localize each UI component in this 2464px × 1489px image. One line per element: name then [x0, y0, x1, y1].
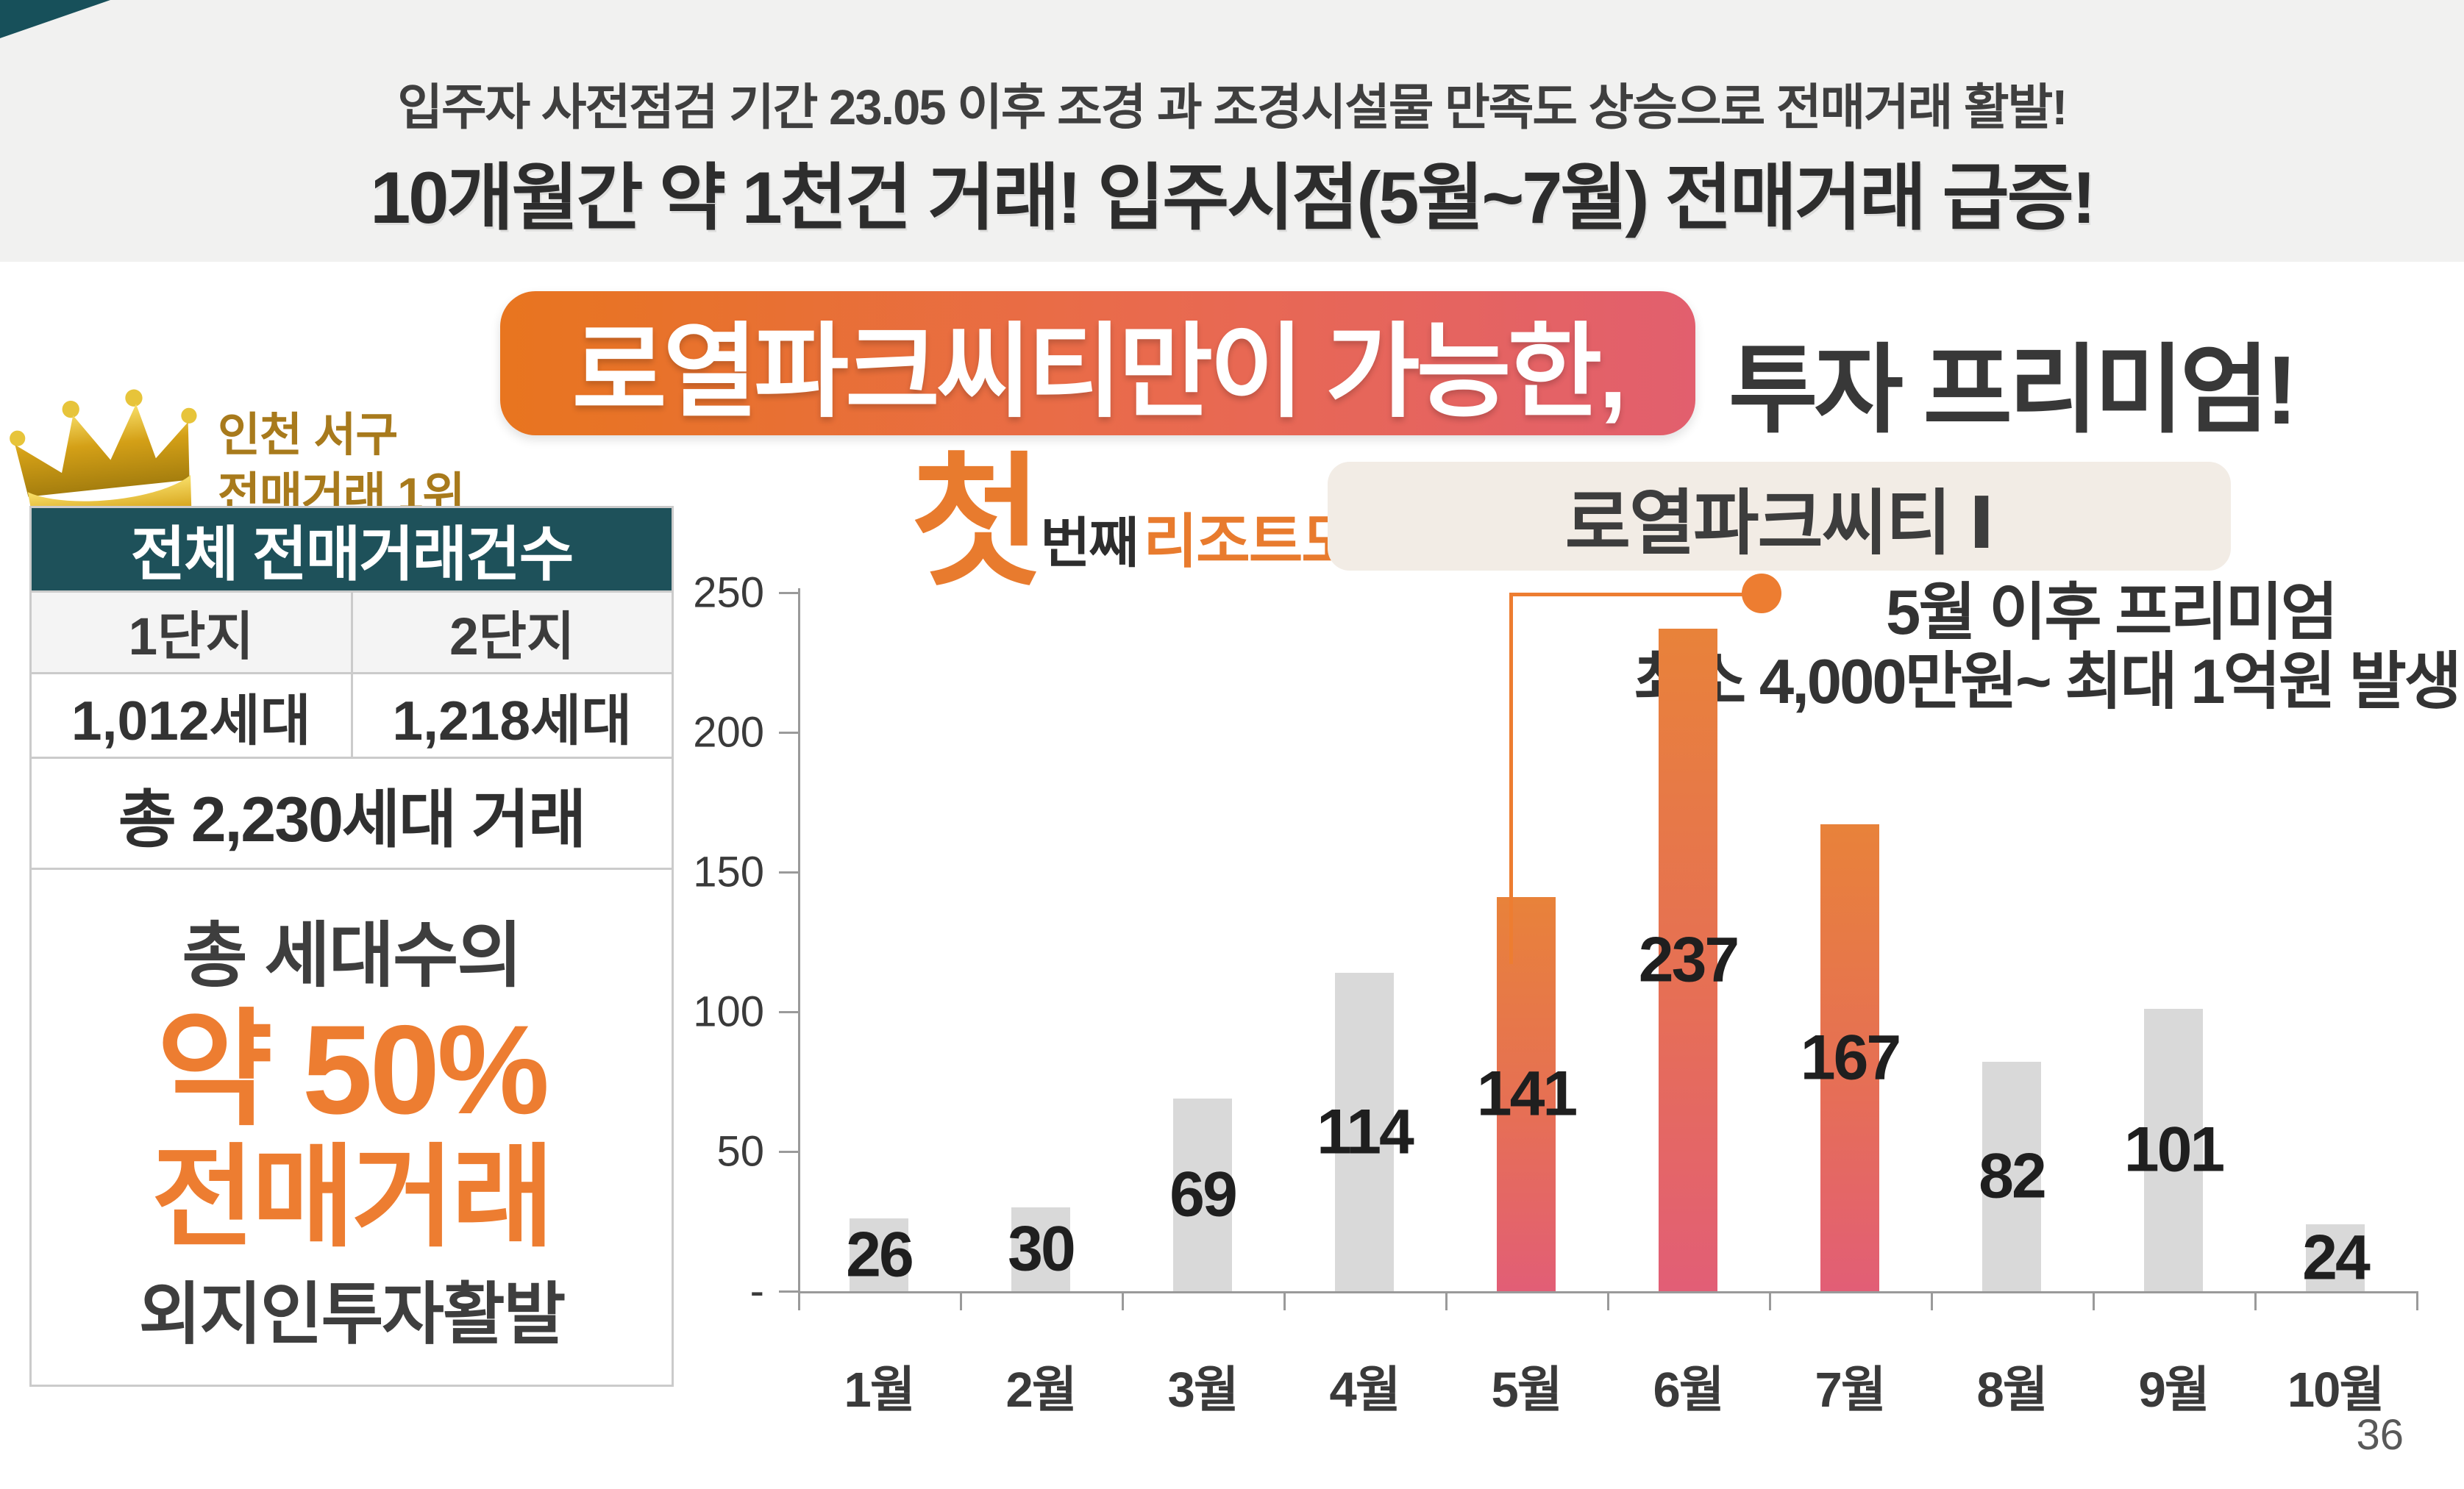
title-suffix-text: 투자 프리미엄! — [1728, 336, 2298, 444]
bar-9월 — [2144, 1009, 2203, 1291]
bar-5월 — [1497, 897, 1556, 1291]
x-axis-tick — [1607, 1291, 1609, 1310]
bar-value-label: 141 — [1476, 1058, 1578, 1129]
panel-values-row: 1,012세대 1,218세대 — [32, 672, 672, 757]
bar-value-label: 237 — [1638, 924, 1740, 995]
project-name-box: 로열파크씨티 Ⅰ — [1328, 462, 2231, 571]
bar-1월 — [850, 1218, 908, 1291]
bar-value-label: 167 — [1800, 1022, 1901, 1093]
annotation-line2: 최소 4,000만원~ 최대 1억원 발생 — [1633, 647, 2462, 717]
x-axis-label: 9월 — [2138, 1363, 2210, 1418]
transaction-summary-panel: 전체 전매거래건수 1단지 2단지 1,012세대 1,218세대 총 2,23… — [29, 506, 674, 1387]
bar-8월 — [1982, 1062, 2041, 1291]
panel-column-headers: 1단지 2단지 — [32, 590, 672, 672]
x-axis-tick — [1769, 1291, 1771, 1310]
bar-value-label: 24 — [2302, 1222, 2371, 1293]
x-axis-tick — [798, 1291, 800, 1310]
summary-line3: 전매거래 — [152, 1135, 554, 1260]
callout-line-horizontal — [1509, 593, 1761, 596]
column-header-complex1: 1단지 — [32, 590, 351, 672]
x-axis-tick — [2093, 1291, 2095, 1310]
callout-line-vertical — [1509, 593, 1513, 964]
y-axis-tick — [779, 1290, 798, 1293]
page-number: 36 — [2356, 1411, 2404, 1459]
panel-summary: 총 세대수의 약 50% 전매거래 외지인투자활발 — [32, 868, 672, 1385]
panel-total: 총 2,230세대 거래 — [32, 757, 672, 868]
project-name: 로열파크씨티 Ⅰ — [1564, 482, 1995, 563]
x-axis-label: 8월 — [1976, 1363, 2048, 1418]
x-axis-label: 4월 — [1329, 1363, 1401, 1418]
x-axis-label: 6월 — [1653, 1363, 1725, 1418]
x-axis-tick — [1445, 1291, 1448, 1310]
title-banner-text: 로열파크씨티만이 가능한, — [572, 314, 1628, 429]
bar-4월 — [1335, 973, 1394, 1291]
bar-10월 — [2306, 1224, 2365, 1291]
y-axis-line — [798, 588, 800, 1293]
y-axis-tick — [779, 1011, 798, 1013]
x-axis-label: 3월 — [1167, 1363, 1239, 1418]
headline-ordinal: 번째 — [1040, 513, 1139, 574]
y-axis-tick — [779, 592, 798, 594]
annotation-line1: 5월 이후 프리미엄 — [1886, 578, 2338, 648]
rank-line1: 인천 서구 — [218, 410, 398, 461]
bar-value-label: 30 — [1008, 1213, 1076, 1285]
title-banner: 로열파크씨티만이 가능한, — [500, 291, 1695, 435]
bar-2월 — [1011, 1207, 1070, 1291]
bar-3월 — [1173, 1099, 1232, 1291]
x-axis-tick — [960, 1291, 962, 1310]
y-axis-tick — [779, 732, 798, 734]
header-title: 10개월간 약 1천건 거래! 입주시점(5월~7월) 전매거래 급증! — [370, 157, 2096, 238]
callout-dot — [1742, 574, 1781, 613]
bar-value-label: 82 — [1979, 1140, 2047, 1212]
x-axis-label: 5월 — [1491, 1363, 1563, 1418]
x-axis-tick — [2254, 1291, 2257, 1310]
header-subtitle: 입주자 사전점검 기간 23.05 이후 조경 과 조경시설물 만족도 상승으로… — [397, 80, 2068, 135]
x-axis-label: 7월 — [1815, 1363, 1887, 1418]
x-axis-tick — [1931, 1291, 1933, 1310]
x-axis-tick — [1283, 1291, 1286, 1310]
bar-6월 — [1659, 629, 1717, 1291]
bar-value-label: 26 — [846, 1219, 914, 1290]
y-axis-tick — [779, 871, 798, 874]
x-axis-label: 1월 — [844, 1363, 916, 1418]
summary-line1: 총 세대수의 — [182, 915, 522, 996]
column-header-complex2: 2단지 — [350, 590, 672, 672]
x-axis-label: 2월 — [1005, 1363, 1078, 1418]
bar-value-label: 114 — [1317, 1096, 1414, 1167]
value-complex1: 1,012세대 — [32, 672, 351, 757]
value-complex2: 1,218세대 — [350, 672, 672, 757]
bar-value-label: 69 — [1169, 1159, 1238, 1230]
x-axis-tick — [1122, 1291, 1124, 1310]
panel-header: 전체 전매거래건수 — [32, 508, 672, 590]
header-band — [0, 0, 2464, 262]
headline-first-char: 첫 — [911, 442, 1043, 603]
summary-line4: 외지인투자활발 — [138, 1277, 566, 1353]
bar-value-label: 101 — [2123, 1114, 2225, 1185]
x-axis-tick — [2416, 1291, 2418, 1310]
y-axis-tick — [779, 1151, 798, 1153]
summary-line2: 약 50% — [156, 999, 549, 1140]
bar-7월 — [1820, 824, 1879, 1291]
x-axis-line — [798, 1291, 2418, 1293]
